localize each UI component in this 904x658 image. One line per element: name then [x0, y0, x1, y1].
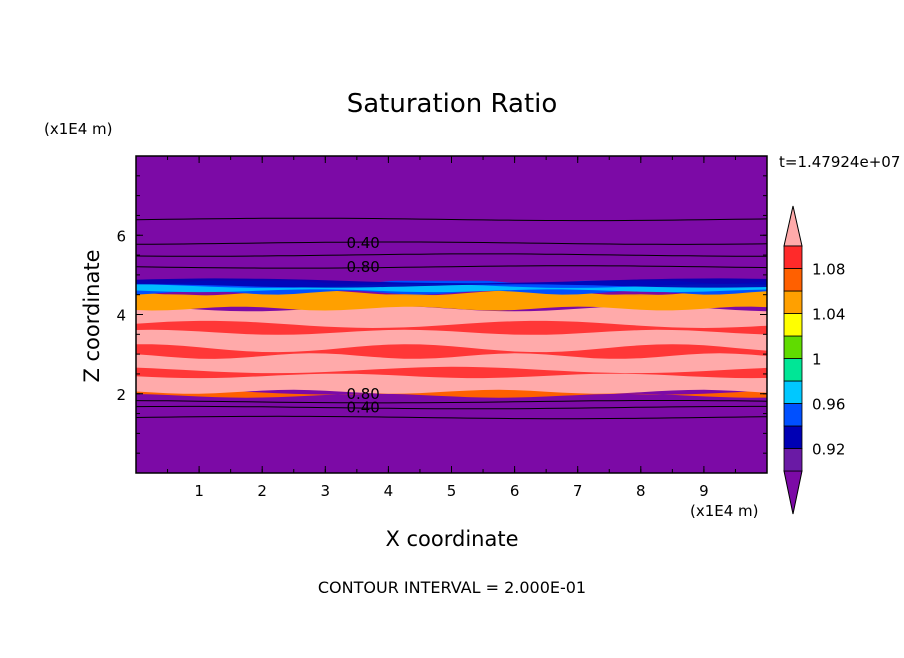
colorbar-over-triangle [783, 205, 803, 247]
colorbar-segment [783, 403, 803, 427]
colorbar-tick-label: 0.96 [812, 396, 845, 414]
x-axis-label: X coordinate [385, 527, 518, 551]
x-tick-label: 9 [699, 482, 709, 500]
colorbar-tick-label: 1 [812, 351, 822, 369]
contour-lines [136, 217, 767, 420]
field-streak [136, 366, 767, 379]
colorbar-segment [783, 335, 803, 359]
x-axis-ticks: 1 2 3 4 5 6 7 8 9 [167, 156, 736, 500]
x-tick-label: 1 [194, 482, 204, 500]
x-tick-label: 3 [321, 482, 331, 500]
colorbar-tick-label: 1.08 [812, 261, 845, 279]
contour-label: 0.40 [346, 234, 379, 252]
colorbar-segment [783, 358, 803, 382]
contour-interval-label: CONTOUR INTERVAL = 2.000E-01 [318, 578, 586, 597]
y-axis-label: Z coordinate [80, 249, 104, 382]
x-tick-label: 7 [573, 482, 583, 500]
contour-labels: 0.400.800.800.40 [346, 234, 379, 416]
field-streak [136, 294, 767, 305]
colorbar-segment [783, 448, 803, 472]
x-tick-label: 5 [447, 482, 457, 500]
contour-label: 0.80 [346, 385, 379, 403]
colorbar-segment [783, 268, 803, 292]
contour-line [136, 253, 767, 257]
x-tick-label: 2 [257, 482, 267, 500]
field-streak [136, 344, 767, 359]
y-scale-label: (x1E4 m) [44, 120, 113, 138]
chart-title: Saturation Ratio [347, 89, 558, 119]
colorbar-segment [783, 313, 803, 337]
x-tick-label: 4 [384, 482, 394, 500]
colorbar-segment [783, 380, 803, 404]
colorbar-segment [783, 425, 803, 449]
y-tick-label: 6 [116, 227, 126, 245]
contour-line [136, 405, 767, 410]
y-tick-label: 2 [116, 386, 126, 404]
field-streak [136, 320, 767, 335]
x-scale-label: (x1E4 m) [690, 502, 759, 520]
contour-line [136, 400, 767, 404]
y-axis-ticks: 2 4 6 [116, 175, 767, 454]
field-band [136, 389, 767, 398]
x-tick-label: 6 [510, 482, 520, 500]
time-label: t=1.47924e+07 [779, 153, 900, 171]
colorbar-tick-label: 0.92 [812, 441, 845, 459]
field-streak [136, 278, 767, 288]
y-tick-label: 4 [116, 307, 126, 325]
plot-field [136, 156, 767, 473]
x-tick-label: 8 [636, 482, 646, 500]
field-streak [136, 284, 767, 293]
contour-line [136, 241, 767, 245]
colorbar: 0.92 0.96 1 1.04 1.08 [783, 205, 845, 515]
contour-label: 0.80 [346, 258, 379, 276]
contour-line [136, 265, 767, 269]
contour-line [136, 415, 767, 420]
contour-label: 0.40 [346, 399, 379, 417]
colorbar-under-triangle [783, 470, 803, 515]
contour-line [136, 217, 767, 222]
colorbar-segment [783, 290, 803, 314]
colorbar-tick-label: 1.04 [812, 306, 845, 324]
colorbar-segment [783, 245, 803, 269]
